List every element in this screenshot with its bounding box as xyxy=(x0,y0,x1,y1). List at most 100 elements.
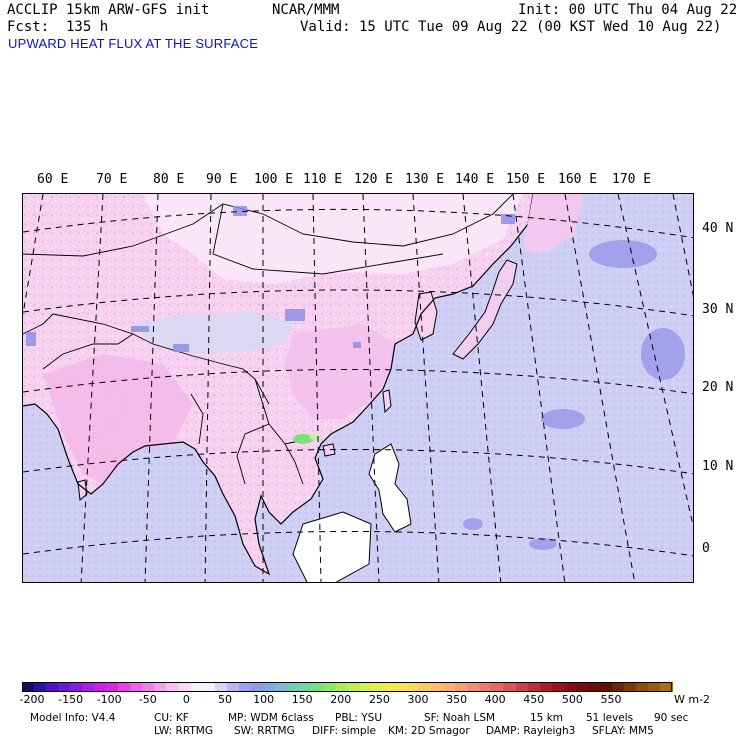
negative-flux-patches xyxy=(26,206,515,352)
footer-cu: CU: KF xyxy=(154,712,189,724)
footer-sw: SW: RRTMG xyxy=(234,725,295,737)
colorbar-swatch xyxy=(226,682,240,692)
colorbar-swatch xyxy=(407,682,420,692)
valid-time: Valid: 15 UTC Tue 09 Aug 22 (00 KST Wed … xyxy=(300,19,722,35)
colorbar-swatch xyxy=(599,682,613,692)
colorbar-swatch xyxy=(46,682,59,692)
colorbar-swatch xyxy=(154,682,168,692)
lat-label-10n: 10 N xyxy=(702,459,734,474)
colorbar-swatch xyxy=(94,682,107,692)
footer-mp: MP: WDM 6class xyxy=(228,712,314,724)
lon-label-70e: 70 E xyxy=(96,172,128,187)
colorbar-tick-label: 450 xyxy=(523,693,545,706)
colorbar-swatch xyxy=(238,682,252,692)
colorbar-swatch xyxy=(262,682,276,692)
india-region xyxy=(43,354,193,484)
footer-timestep: 90 sec xyxy=(654,712,689,724)
colorbar-swatch xyxy=(587,682,601,692)
colorbar-swatch xyxy=(371,682,384,692)
colorbar-swatch xyxy=(491,682,505,692)
colorbar-swatch xyxy=(431,682,444,692)
footer-pbl: PBL: YSU xyxy=(335,712,383,724)
colorbar-tick-label: 100 xyxy=(253,693,275,706)
colorbar-swatch xyxy=(106,682,119,692)
colorbar-swatch xyxy=(334,682,348,692)
colorbar-swatch xyxy=(118,682,131,692)
colorbar-swatch xyxy=(575,682,589,692)
colorbar-swatch xyxy=(611,682,625,692)
colorbar-tick-label: 0 xyxy=(182,693,190,706)
colorbar-tick-label: 200 xyxy=(330,693,352,706)
lon-label-140e: 140 E xyxy=(455,172,495,187)
colorbar-swatch xyxy=(82,682,95,692)
colorbar-swatch xyxy=(190,682,204,692)
footer-model-info: Model Info: V4.4 xyxy=(30,712,116,724)
colorbar-swatch xyxy=(34,682,47,692)
borneo xyxy=(292,511,372,582)
lon-label-80e: 80 E xyxy=(153,172,185,187)
colorbar-swatch xyxy=(274,682,288,692)
footer-damp: DAMP: Rayleigh3 xyxy=(486,725,576,737)
colorbar-swatch xyxy=(142,682,155,692)
colorbar-swatch xyxy=(298,682,312,692)
colorbar-tick-label: 300 xyxy=(407,693,429,706)
colorbar-swatch xyxy=(647,682,661,692)
hainan xyxy=(322,443,336,457)
footer-sflay: SFLAY: MM5 xyxy=(592,725,654,737)
colorbar-swatch xyxy=(347,682,360,692)
lon-label-90e: 90 E xyxy=(206,172,238,187)
colorbar-tick-label: 350 xyxy=(446,693,468,706)
colorbar-swatch xyxy=(515,682,529,692)
colorbar-tick-label: -200 xyxy=(19,693,45,706)
colorbar-tick-label: 250 xyxy=(368,693,390,706)
colorbar-swatch xyxy=(250,682,264,692)
colorbar-unit: W m-2 xyxy=(674,693,711,706)
colorbar xyxy=(22,682,714,692)
colorbar-swatch xyxy=(659,682,673,692)
colorbar-swatch xyxy=(322,682,336,692)
colorbar-swatch xyxy=(539,682,553,692)
colorbar-swatch xyxy=(359,682,372,692)
footer-resolution: 15 km xyxy=(530,712,564,724)
model-name: ACCLIP 15km ARW-GFS init xyxy=(7,2,210,18)
colorbar-swatch xyxy=(503,682,517,692)
china-east xyxy=(285,324,395,419)
colorbar-swatch xyxy=(419,682,432,692)
footer-km: KM: 2D Smagor xyxy=(388,725,470,737)
lat-label-20n: 20 N xyxy=(702,380,734,395)
philippines xyxy=(368,443,412,533)
colorbar-swatch xyxy=(635,682,649,692)
colorbar-swatch xyxy=(455,682,468,692)
colorbar-tick-label: -50 xyxy=(138,693,157,706)
colorbar-swatch xyxy=(286,682,300,692)
lat-label-equator: 0 xyxy=(702,541,710,556)
colorbar-tick-label: -100 xyxy=(96,693,122,706)
japan xyxy=(452,259,518,360)
colorbar-swatch xyxy=(623,682,637,692)
colorbar-swatch xyxy=(395,682,408,692)
colorbar-swatch xyxy=(178,682,192,692)
colorbar-tick-label: -150 xyxy=(58,693,84,706)
footer-levels: 51 levels xyxy=(586,712,634,724)
lat-label-40n: 40 N xyxy=(702,221,734,236)
init-time: Init: 00 UTC Thu 04 Aug 22 xyxy=(518,2,738,18)
colorbar-swatch xyxy=(130,682,143,692)
lon-label-60e: 60 E xyxy=(37,172,69,187)
colorbar-swatch xyxy=(22,682,35,692)
colorbar-swatch xyxy=(467,682,480,692)
lon-label-170e: 170 E xyxy=(612,172,652,187)
colorbar-swatch xyxy=(214,682,228,692)
colorbar-tick-label: 550 xyxy=(600,693,622,706)
lon-label-150e: 150 E xyxy=(506,172,546,187)
taiwan xyxy=(382,389,392,414)
map-panel xyxy=(22,193,694,583)
tibet-plateau xyxy=(133,312,293,354)
colorbar-tick-label: 150 xyxy=(291,693,313,706)
colorbar-swatch xyxy=(383,682,396,692)
forecast-hour: Fcst: 135 h xyxy=(7,19,109,35)
lon-label-130e: 130 E xyxy=(405,172,445,187)
footer-diff: DIFF: simple xyxy=(312,725,376,737)
colorbar-swatch xyxy=(166,682,180,692)
field-title: UPWARD HEAT FLUX AT THE SURFACE xyxy=(8,36,259,51)
colorbar-tick-label: 400 xyxy=(484,693,506,706)
